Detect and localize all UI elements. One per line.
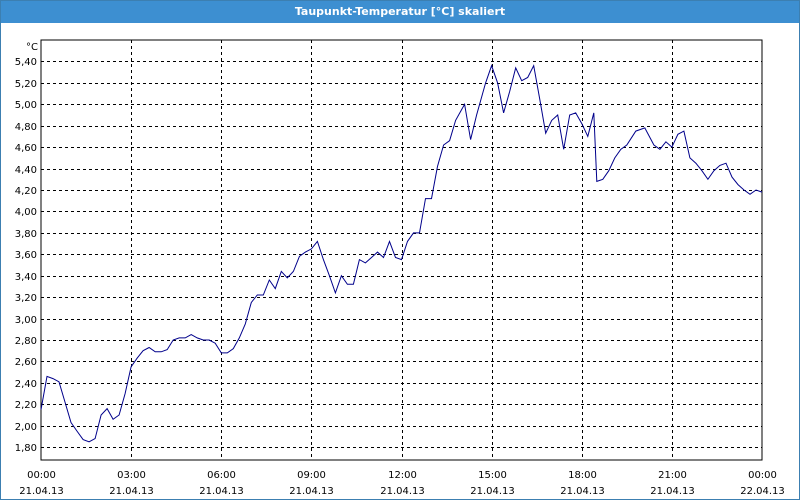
x-tick-date-label: 21.04.13 bbox=[109, 486, 154, 497]
x-tick-date-label: 21.04.13 bbox=[470, 486, 515, 497]
y-tick-label: 2,00 bbox=[15, 422, 37, 433]
x-tick-date-label: 21.04.13 bbox=[560, 486, 605, 497]
x-tick-date-label: 21.04.13 bbox=[650, 486, 695, 497]
y-tick-label: 2,60 bbox=[15, 357, 37, 368]
x-tick-time-label: 03:00 bbox=[117, 470, 146, 481]
y-tick-label: 3,40 bbox=[15, 272, 37, 283]
chart-title: Taupunkt-Temperatur [°C] skaliert bbox=[1, 1, 799, 23]
x-tick-time-label: 12:00 bbox=[388, 470, 417, 481]
y-tick-label: 3,80 bbox=[15, 229, 37, 240]
x-tick-date-label: 21.04.13 bbox=[380, 486, 425, 497]
y-tick-label: 2,20 bbox=[15, 400, 37, 411]
y-tick-label: 3,00 bbox=[15, 315, 37, 326]
y-tick-label: 4,80 bbox=[15, 122, 37, 133]
x-tick-time-label: 15:00 bbox=[478, 470, 507, 481]
y-tick-label: 4,40 bbox=[15, 165, 37, 176]
series-line bbox=[40, 64, 763, 443]
y-tick-label: 4,60 bbox=[15, 143, 37, 154]
x-tick-time-label: 06:00 bbox=[207, 470, 236, 481]
y-tick-label: 4,20 bbox=[15, 186, 37, 197]
y-tick-label: 1,80 bbox=[15, 443, 37, 454]
y-tick-label: 5,40 bbox=[15, 57, 37, 68]
x-tick-time-label: 18:00 bbox=[568, 470, 597, 481]
y-tick-label: 4,00 bbox=[15, 207, 37, 218]
x-tick-time-label: 00:00 bbox=[27, 470, 56, 481]
y-tick-label: 5,20 bbox=[15, 79, 37, 90]
x-axis-labels: 00:00 21.04.13 03:00 21.04.13 06:00 21.04.13 0… bbox=[19, 470, 785, 497]
y-tick-label: 2,40 bbox=[15, 379, 37, 390]
x-tick-date-label: 21.04.13 bbox=[199, 486, 244, 497]
y-tick-label: 2,80 bbox=[15, 336, 37, 347]
x-tick-date-label: 22.04.13 bbox=[740, 486, 785, 497]
y-tick-label: 3,60 bbox=[15, 250, 37, 261]
y-axis-labels: 1,80 2,00 2,20 2,40 2,60 2,80 3,00 3,20 3,40 3,60… bbox=[15, 57, 37, 454]
x-tick-time-label: 21:00 bbox=[658, 470, 687, 481]
x-tick-time-label: 09:00 bbox=[297, 470, 326, 481]
y-tick-label: 3,20 bbox=[15, 293, 37, 304]
x-tick-time-label: 00:00 bbox=[748, 470, 777, 481]
x-tick-date-label: 21.04.13 bbox=[289, 486, 334, 497]
y-tick-label: 5,00 bbox=[15, 100, 37, 111]
plot-frame bbox=[40, 39, 763, 461]
y-axis-unit-label: °C bbox=[26, 42, 38, 53]
grid bbox=[41, 40, 762, 460]
x-tick-date-label: 21.04.13 bbox=[19, 486, 64, 497]
